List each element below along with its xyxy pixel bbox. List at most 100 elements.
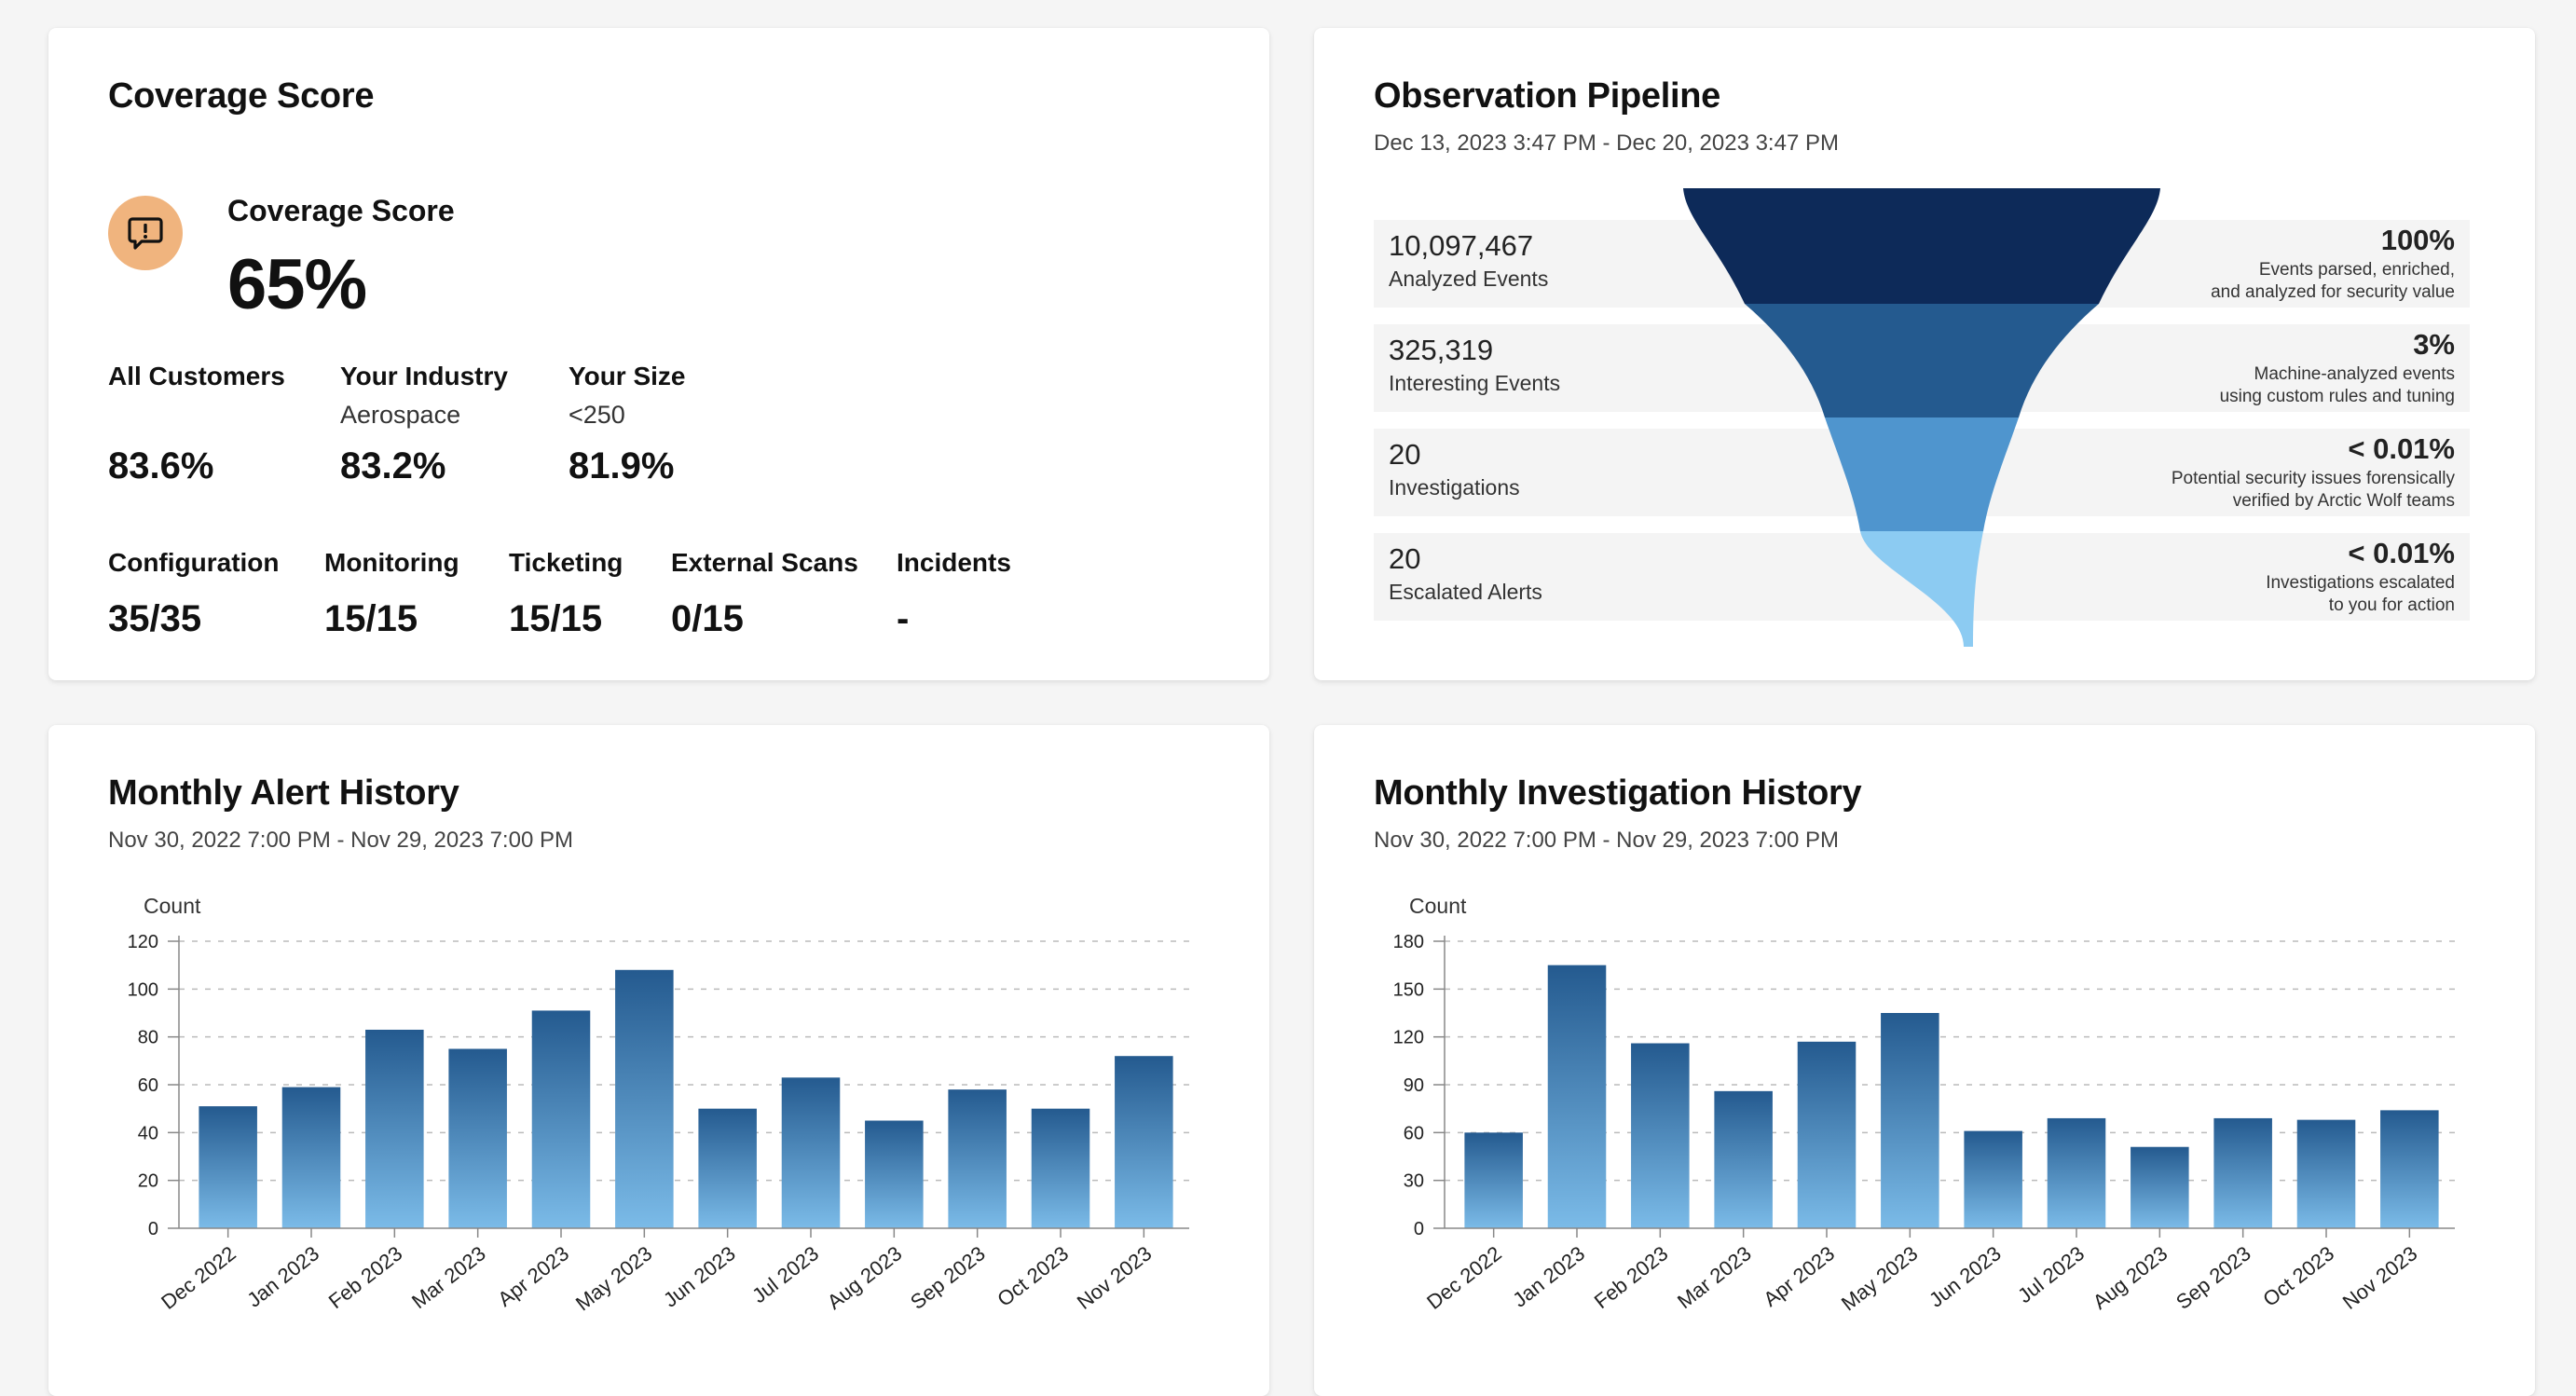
bar-jul-2023[interactable] [2047, 1117, 2106, 1228]
bar-jun-2023[interactable] [698, 1108, 757, 1228]
bar-feb-2023[interactable] [365, 1029, 424, 1228]
bar-mar-2023[interactable] [1714, 1090, 1773, 1228]
investigations-date-range: Nov 30, 2022 7:00 PM - Nov 29, 2023 7:00… [1374, 828, 1839, 853]
y-tick-label: 20 [138, 1171, 158, 1192]
alert-message-icon [108, 196, 183, 270]
y-tick-label: 90 [1404, 1075, 1424, 1096]
comparison-sub: Aerospace [340, 401, 461, 429]
x-tick-label: Jan 2023 [1508, 1241, 1589, 1311]
y-tick-label: 180 [1393, 932, 1424, 952]
x-tick-label: Feb 2023 [324, 1241, 407, 1313]
stage-count: 10,097,467 [1389, 229, 1534, 262]
stage-description: Investigations escalated to you for actio… [2063, 572, 2455, 617]
monthly-alert-history-card: Monthly Alert History Nov 30, 2022 7:00 … [48, 725, 1269, 1396]
metric-value: - [897, 598, 910, 639]
bar-jan-2023[interactable] [281, 1087, 341, 1228]
bar-oct-2023[interactable] [2296, 1119, 2356, 1228]
x-tick-label: Nov 2023 [1073, 1241, 1157, 1314]
x-tick-label: Oct 2023 [993, 1241, 1073, 1311]
bar-nov-2023[interactable] [2380, 1110, 2439, 1228]
metric-label: Ticketing [509, 548, 623, 577]
stage-desc-line: to you for action [2328, 595, 2455, 615]
x-tick-label: Sep 2023 [906, 1241, 990, 1314]
x-tick-label: Nov 2023 [2338, 1241, 2422, 1314]
x-tick-label: Apr 2023 [1759, 1241, 1839, 1311]
stage-count: 20 [1389, 542, 1421, 575]
stage-description: Machine-analyzed events using custom rule… [2063, 363, 2455, 408]
comparison-label: Your Size [569, 362, 686, 390]
metric-value: 35/35 [108, 598, 202, 639]
y-axis-label: Count [144, 894, 201, 918]
metric-label: Monitoring [324, 548, 459, 577]
x-tick-label: Jul 2023 [747, 1241, 823, 1307]
funnel-segment-analyzed [1683, 188, 2160, 304]
y-tick-label: 150 [1393, 979, 1424, 1000]
alert-history-chart: Count 0 20 40 60 80 100 120 Dec 2022 Jan 2023 Feb … [128, 894, 1189, 1315]
comparison-value: 83.2% [340, 445, 446, 486]
stage-percent: 3% [2413, 328, 2455, 361]
bar-apr-2023[interactable] [531, 1010, 591, 1228]
alerts-date-range: Nov 30, 2022 7:00 PM - Nov 29, 2023 7:00… [108, 828, 573, 853]
bar-jul-2023[interactable] [781, 1077, 841, 1228]
bar-may-2023[interactable] [615, 969, 674, 1228]
metric-incidents: Incidents - [897, 548, 1011, 640]
funnel-segment-interesting [1745, 304, 2099, 417]
x-tick-label: Apr 2023 [493, 1241, 573, 1311]
stage-percent: 100% [2380, 224, 2455, 256]
x-tick-label: Dec 2022 [157, 1241, 240, 1314]
bar-sep-2023[interactable] [2213, 1117, 2272, 1228]
coverage-card-title: Coverage Score [108, 76, 375, 116]
x-tick-label: Sep 2023 [2172, 1241, 2255, 1314]
investigation-history-chart: Count 0 30 60 90 120 150 180 Dec 2022 Jan 2023 Feb… [1393, 894, 2455, 1315]
bar-aug-2023[interactable] [865, 1120, 924, 1229]
comparison-value: 81.9% [569, 445, 675, 486]
bar-aug-2023[interactable] [2131, 1146, 2189, 1228]
metric-label: Incidents [897, 548, 1011, 577]
observation-pipeline-card: Observation Pipeline Dec 13, 2023 3:47 P… [1314, 28, 2535, 680]
metric-value: 15/15 [324, 598, 418, 639]
comparison-your-industry: Your Industry Aerospace 83.2% [340, 362, 508, 487]
x-tick-label: Jul 2023 [2013, 1241, 2089, 1307]
bar-oct-2023[interactable] [1031, 1108, 1090, 1228]
bar-feb-2023[interactable] [1631, 1043, 1690, 1228]
x-tick-label: Aug 2023 [823, 1241, 907, 1314]
comparison-value: 83.6% [108, 445, 214, 486]
bar-may-2023[interactable] [1881, 1013, 1939, 1228]
stage-label: Investigations [1389, 475, 1520, 500]
y-tick-label: 60 [1404, 1123, 1424, 1143]
y-tick-label: 80 [138, 1028, 158, 1048]
stage-label: Analyzed Events [1389, 267, 1549, 291]
stage-desc-line: Potential security issues forensically [2171, 469, 2455, 488]
stage-count: 325,319 [1389, 334, 1494, 366]
stage-percent: < 0.01% [2348, 537, 2455, 569]
stage-desc-line: using custom rules and tuning [2219, 387, 2455, 406]
bar-dec-2022[interactable] [199, 1106, 257, 1228]
x-tick-label: Aug 2023 [2089, 1241, 2172, 1314]
bar-dec-2022[interactable] [1464, 1132, 1523, 1228]
bar-mar-2023[interactable] [448, 1048, 507, 1229]
metric-label: External Scans [671, 548, 858, 577]
x-tick-label: Feb 2023 [1590, 1241, 1673, 1313]
comparison-label: Your Industry [340, 362, 508, 390]
coverage-score-value: 65% [227, 245, 367, 324]
stage-desc-line: and analyzed for security value [2211, 282, 2455, 302]
coverage-score-card: Coverage Score Coverage Score 65% All Cu… [48, 28, 1269, 680]
metric-label: Configuration [108, 548, 280, 577]
bar-jan-2023[interactable] [1547, 965, 1607, 1228]
comparison-all-customers: All Customers 83.6% [108, 362, 285, 487]
metric-ticketing: Ticketing 15/15 [509, 548, 623, 640]
bar-sep-2023[interactable] [948, 1089, 1007, 1228]
x-tick-label: Dec 2022 [1422, 1241, 1506, 1314]
stage-count: 20 [1389, 438, 1421, 471]
funnel-segment-investigations [1825, 417, 2019, 531]
bar-apr-2023[interactable] [1797, 1041, 1857, 1228]
stage-label: Escalated Alerts [1389, 580, 1542, 604]
pipeline-date-range: Dec 13, 2023 3:47 PM - Dec 20, 2023 3:47… [1374, 130, 1839, 156]
bar-nov-2023[interactable] [1115, 1056, 1173, 1228]
x-tick-label: Jun 2023 [1925, 1241, 2006, 1311]
stage-desc-line: Machine-analyzed events [2254, 364, 2455, 384]
x-tick-label: Jun 2023 [659, 1241, 740, 1311]
comparison-sub [108, 401, 285, 431]
bar-jun-2023[interactable] [1964, 1130, 2022, 1228]
stage-description: Events parsed, enriched, and analyzed for… [2063, 259, 2455, 304]
